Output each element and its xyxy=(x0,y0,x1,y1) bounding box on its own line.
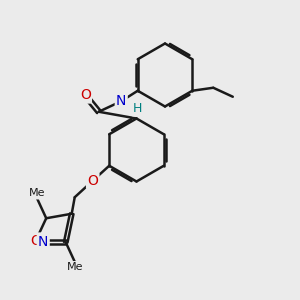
Text: O: O xyxy=(87,174,98,188)
Text: Me: Me xyxy=(29,188,46,198)
Text: H: H xyxy=(133,102,142,115)
Text: N: N xyxy=(38,235,48,249)
Text: O: O xyxy=(30,234,41,248)
Text: Me: Me xyxy=(67,262,83,272)
Text: O: O xyxy=(80,88,91,102)
Text: N: N xyxy=(116,94,126,108)
